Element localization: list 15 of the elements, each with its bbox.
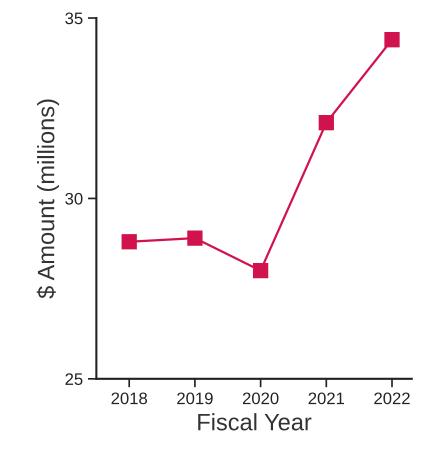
x-tick-label: 2021 (308, 392, 344, 404)
y-axis-title: $ Amount (millions) (36, 100, 60, 299)
x-axis-title: Fiscal Year (198, 413, 312, 430)
x-tick-label: 2020 (242, 392, 278, 404)
y-tick-label: 25 (65, 373, 82, 386)
x-tick-label: 2019 (177, 392, 213, 404)
point (187, 230, 203, 246)
point (252, 262, 268, 278)
point (122, 234, 137, 250)
point (384, 32, 400, 48)
x-tick-label: 2022 (374, 392, 410, 404)
point (318, 115, 334, 130)
y-tick-label: 35 (65, 12, 82, 24)
y-tick-label: 30 (65, 192, 83, 205)
x-tick-label: 2018 (112, 392, 148, 404)
